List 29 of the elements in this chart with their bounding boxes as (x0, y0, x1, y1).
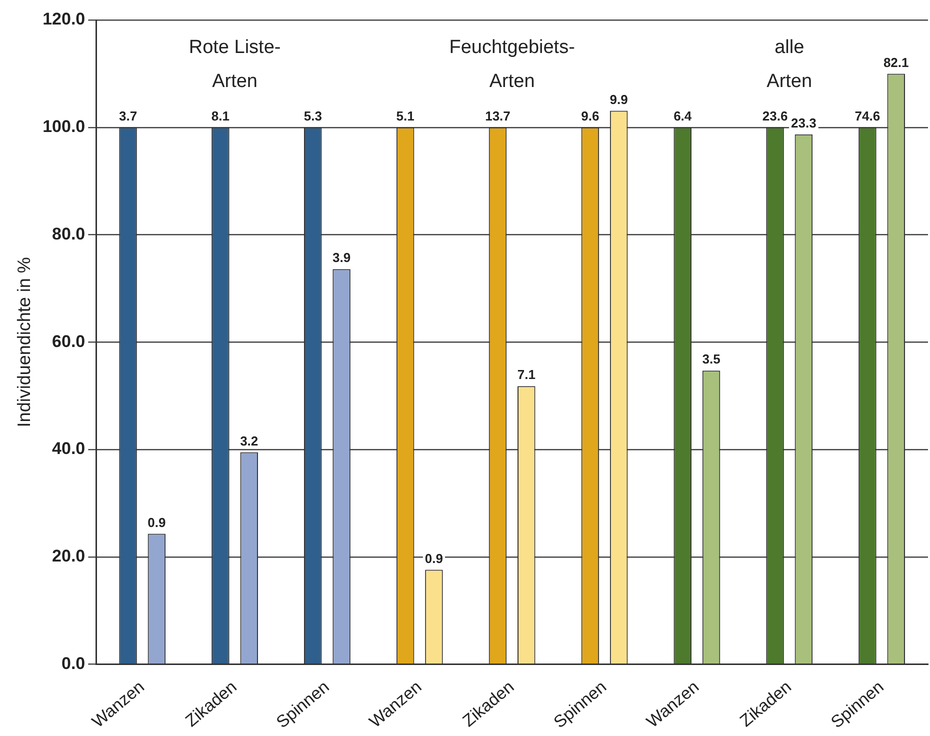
annotation: 13.7 (485, 108, 510, 124)
annotation: 0.9 (424, 550, 444, 566)
annotation: 23.3 (791, 115, 816, 130)
annotation: 5.1 (396, 108, 414, 124)
y-axis-title: Individuendichte in % (14, 257, 34, 428)
annotation: Feuchtgebiets- Arten (449, 37, 575, 92)
y-tick-label: 0.0 (62, 654, 86, 673)
annotation: 3.5 (702, 352, 720, 367)
y-tick-label: 80.0 (52, 224, 86, 244)
y-tick-label: 100.0 (42, 117, 86, 136)
y-tick-label: 40.0 (52, 439, 86, 458)
annotation: alle Arten (766, 37, 812, 92)
annotation: 3.9 (332, 250, 351, 266)
y-tick-label: 120.0 (42, 10, 86, 29)
annotation: 23.6 (762, 108, 788, 124)
annotation: 8.1 (211, 108, 230, 124)
annotation: 82.1 (883, 54, 909, 70)
annotation: Rote Liste- Arten (188, 37, 281, 92)
y-tick-label: 60.0 (52, 332, 86, 351)
annotation: 9.9 (610, 92, 628, 107)
annotation: 5.3 (304, 108, 322, 124)
y-tick-label: 20.0 (52, 546, 86, 566)
annotation: 9.6 (581, 108, 600, 124)
annotation: 3.2 (240, 433, 258, 448)
annotation: 6.4 (674, 108, 692, 124)
annotation: 7.1 (517, 367, 536, 382)
annotation: 74.6 (854, 108, 880, 124)
annotation: 3.7 (118, 108, 138, 124)
annotation: 0.9 (148, 514, 166, 530)
